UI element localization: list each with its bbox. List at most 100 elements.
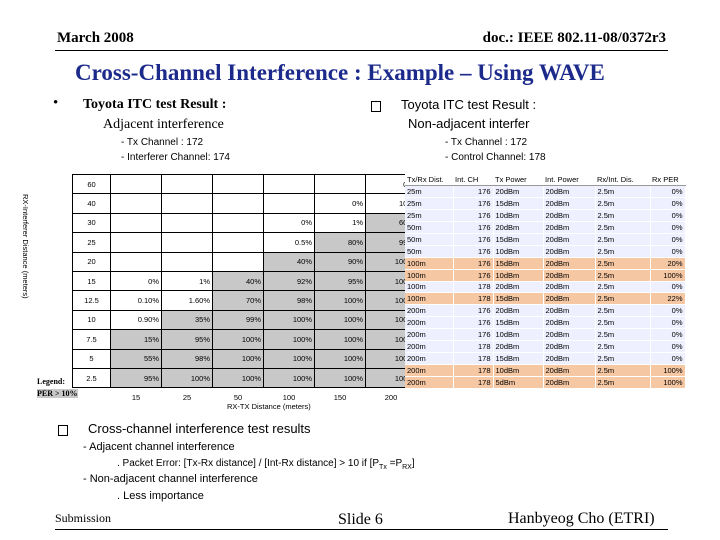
- table-cell: 99%: [212, 309, 264, 331]
- table-cell: 0%: [650, 304, 686, 318]
- column-header: Int. CH: [453, 174, 493, 187]
- table-cell: 20dBm: [543, 316, 596, 330]
- column-header: Tx Power: [493, 174, 543, 187]
- table-cell: 95%: [110, 367, 162, 389]
- row-distance: 2.5: [72, 367, 111, 389]
- table-cell: 178: [453, 292, 494, 306]
- table-row: 600%: [72, 173, 417, 195]
- right-heading: Toyota ITC test Result :: [401, 97, 537, 112]
- table-cell: 10dBm: [493, 328, 544, 341]
- table-cell: 178: [453, 376, 494, 389]
- row-distance: 5: [72, 348, 111, 369]
- slide-title: Cross-Channel Interference : Example – U…: [75, 60, 605, 85]
- table-cell: [212, 193, 264, 214]
- table-cell: 100%: [212, 348, 264, 369]
- table-row: 50m 176 10dBm 20dBm 2.5m 0%: [405, 245, 686, 258]
- header-rule: [55, 50, 668, 51]
- table-row: 250.5%80%99%: [72, 232, 417, 253]
- table-row: 50m 176 20dBm 20dBm 2.5m 0%: [405, 221, 686, 234]
- table-row: 200m 178 15dBm 20dBm 2.5m 0%: [405, 352, 686, 365]
- table-row: 200m 178 20dBm 20dBm 2.5m 0%: [405, 340, 686, 353]
- table-cell: [161, 173, 213, 195]
- table-cell: 100m: [405, 257, 454, 270]
- table-cell: 90%: [314, 251, 366, 272]
- table-cell: 15dBm: [493, 292, 544, 306]
- table-row: 50m 176 15dBm 20dBm 2.5m 0%: [405, 233, 686, 246]
- table-cell: 22%: [650, 292, 686, 306]
- table-cell: 20%: [650, 257, 686, 270]
- table-cell: 178: [453, 340, 494, 353]
- table-cell: 2.5m: [595, 257, 651, 270]
- table-cell: 98%: [161, 348, 213, 369]
- table-cell: [110, 173, 162, 195]
- column-header: Int. Power: [543, 174, 595, 187]
- table-cell: 0%: [650, 340, 686, 353]
- table-cell: 20dBm: [493, 281, 544, 294]
- table-cell: 2.5m: [595, 340, 651, 353]
- table-cell: 0%: [650, 316, 686, 330]
- table-cell: 95%: [161, 329, 213, 350]
- column-header: 50: [233, 393, 243, 403]
- table-row: 555%98%100%100%100%100%: [72, 348, 417, 369]
- table-cell: 20dBm: [543, 197, 596, 211]
- header-doc-id: doc.: IEEE 802.11-08/0372r3: [482, 30, 666, 46]
- table-cell: [263, 173, 315, 195]
- table-cell: 100%: [263, 329, 315, 350]
- y-axis-label: RX-Interferer Distance (meters): [21, 194, 30, 299]
- left-heading: Toyota ITC test Result :: [83, 97, 227, 112]
- table-cell: 2.5m: [595, 352, 651, 365]
- table-cell: 2.5m: [595, 197, 651, 211]
- column-header: Rx/Int. Dis.: [595, 174, 650, 187]
- table-cell: [314, 173, 366, 195]
- results-heading: Cross-channel interference test results: [88, 421, 311, 436]
- table-cell: 20dBm: [543, 292, 596, 306]
- table-cell: 0%: [110, 270, 162, 292]
- table-cell: 100%: [314, 290, 366, 311]
- row-distance: 30: [72, 212, 111, 234]
- right-control-channel: - Control Channel: 178: [445, 152, 546, 163]
- table-cell: 20dBm: [493, 304, 544, 318]
- table-row: 100m 178 20dBm 20dBm 2.5m 0%: [405, 281, 686, 294]
- table-cell: 20dBm: [493, 221, 544, 234]
- table-cell: 15dBm: [493, 197, 544, 211]
- row-distance: 15: [72, 270, 111, 292]
- legend-label: Legend:: [37, 377, 65, 386]
- table-cell: 178: [453, 352, 494, 365]
- table-row: 200m 176 20dBm 20dBm 2.5m 0%: [405, 304, 686, 318]
- table-cell: 25m: [405, 185, 454, 199]
- checkbox-icon: [371, 99, 381, 117]
- table-cell: 70%: [212, 290, 264, 311]
- table-cell: 176: [453, 257, 494, 270]
- table-cell: 0%: [650, 221, 686, 234]
- column-header: Rx PER: [650, 174, 685, 187]
- table-cell: 92%: [263, 270, 315, 292]
- table-cell: 178: [453, 281, 494, 294]
- table-row: 200m 178 5dBm 20dBm 2.5m 100%: [405, 376, 686, 389]
- table-cell: 15dBm: [493, 233, 544, 246]
- table-cell: 1.60%: [161, 290, 213, 311]
- table-cell: 100%: [365, 270, 417, 292]
- table-cell: 95%: [314, 270, 366, 292]
- table-cell: 25m: [405, 209, 454, 223]
- table-cell: 50m: [405, 221, 454, 234]
- table-row: 100m 178 15dBm 20dBm 2.5m 22%: [405, 292, 686, 306]
- table-row: 12.50.10%1.60%70%98%100%100%: [72, 290, 417, 311]
- table-cell: [110, 251, 162, 272]
- table-cell: 40%: [212, 270, 264, 292]
- table-cell: 5dBm: [493, 376, 544, 389]
- table-row: 150%1%40%92%95%100%: [72, 270, 417, 292]
- table-cell: 15dBm: [493, 316, 544, 330]
- table-cell: 20dBm: [543, 221, 596, 234]
- table-row: 200m 176 15dBm 20dBm 2.5m 0%: [405, 316, 686, 330]
- left-tx-channel: - Tx Channel : 172: [121, 137, 204, 148]
- table-row: 100.90%35%99%100%100%100%: [72, 309, 417, 331]
- table-cell: 98%: [263, 290, 315, 311]
- table-cell: 50m: [405, 233, 454, 246]
- table-cell: 100%: [650, 376, 686, 389]
- table-cell: 10dBm: [493, 269, 544, 282]
- table-cell: 200m: [405, 304, 454, 318]
- table-cell: 0.90%: [110, 309, 162, 331]
- row-distance: 40: [72, 193, 111, 214]
- table-header-row: Tx/Rx Dist. Int. CH Tx Power Int. Power Rx/I…: [405, 174, 685, 187]
- results-adjacent: - Adjacent channel interference: [83, 441, 235, 453]
